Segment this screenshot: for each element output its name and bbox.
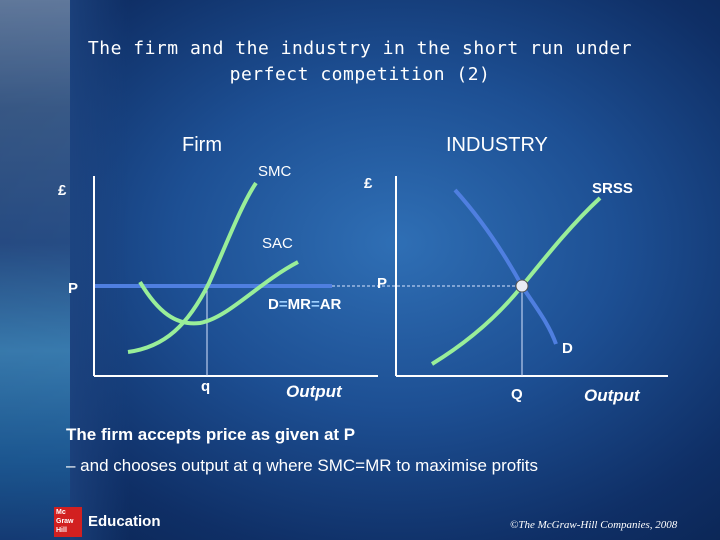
industry-demand-label: D <box>562 340 573 357</box>
demand-label-mr: MR <box>287 296 311 313</box>
firm-quantity-label: q <box>201 378 211 395</box>
note-line-2: – and chooses output at q where SMC=MR t… <box>66 456 538 475</box>
industry-demand-curve <box>453 188 558 345</box>
firm-heading: Firm <box>182 134 222 156</box>
sac-label: SAC <box>262 235 293 252</box>
smc-label: SMC <box>258 163 292 180</box>
industry-heading: INDUSTRY <box>446 134 548 156</box>
copyright-notice: ©The McGraw-Hill Companies, 2008 <box>510 519 678 531</box>
industry-y-axis-label: £ <box>364 175 373 192</box>
smc-curve <box>127 181 258 354</box>
industry-quantity-label: Q <box>511 386 523 403</box>
firm-y-axis-label: £ <box>58 182 67 199</box>
demand-label-eq1: = <box>278 296 288 313</box>
demand-label-ar: AR <box>319 296 342 313</box>
demand-label-d: D <box>268 296 279 313</box>
demand-label-eq2: = <box>310 296 320 313</box>
industry-price-label: P <box>377 275 388 292</box>
note-line-1: The firm accepts price as given at P <box>66 425 356 444</box>
firm-x-axis-label: Output <box>286 382 342 401</box>
firm-price-label: P <box>68 280 79 297</box>
slide-title: The firm and the industry in the short r… <box>0 36 720 88</box>
title-line-1: The firm and the industry in the short r… <box>87 38 633 59</box>
publisher-logo: Mc Graw Hill <box>54 507 82 537</box>
title-line-2: perfect competition (2) <box>229 64 491 85</box>
srss-supply-curve <box>430 196 602 366</box>
firm-demand-label: D=MR=AR <box>268 294 341 314</box>
decorative-side-image <box>0 0 130 540</box>
industry-x-axis-label: Output <box>584 386 640 405</box>
equilibrium-point <box>515 279 529 293</box>
srss-label: SRSS <box>592 180 633 197</box>
sac-curve <box>138 260 299 326</box>
publisher-brand: Education <box>88 513 161 530</box>
